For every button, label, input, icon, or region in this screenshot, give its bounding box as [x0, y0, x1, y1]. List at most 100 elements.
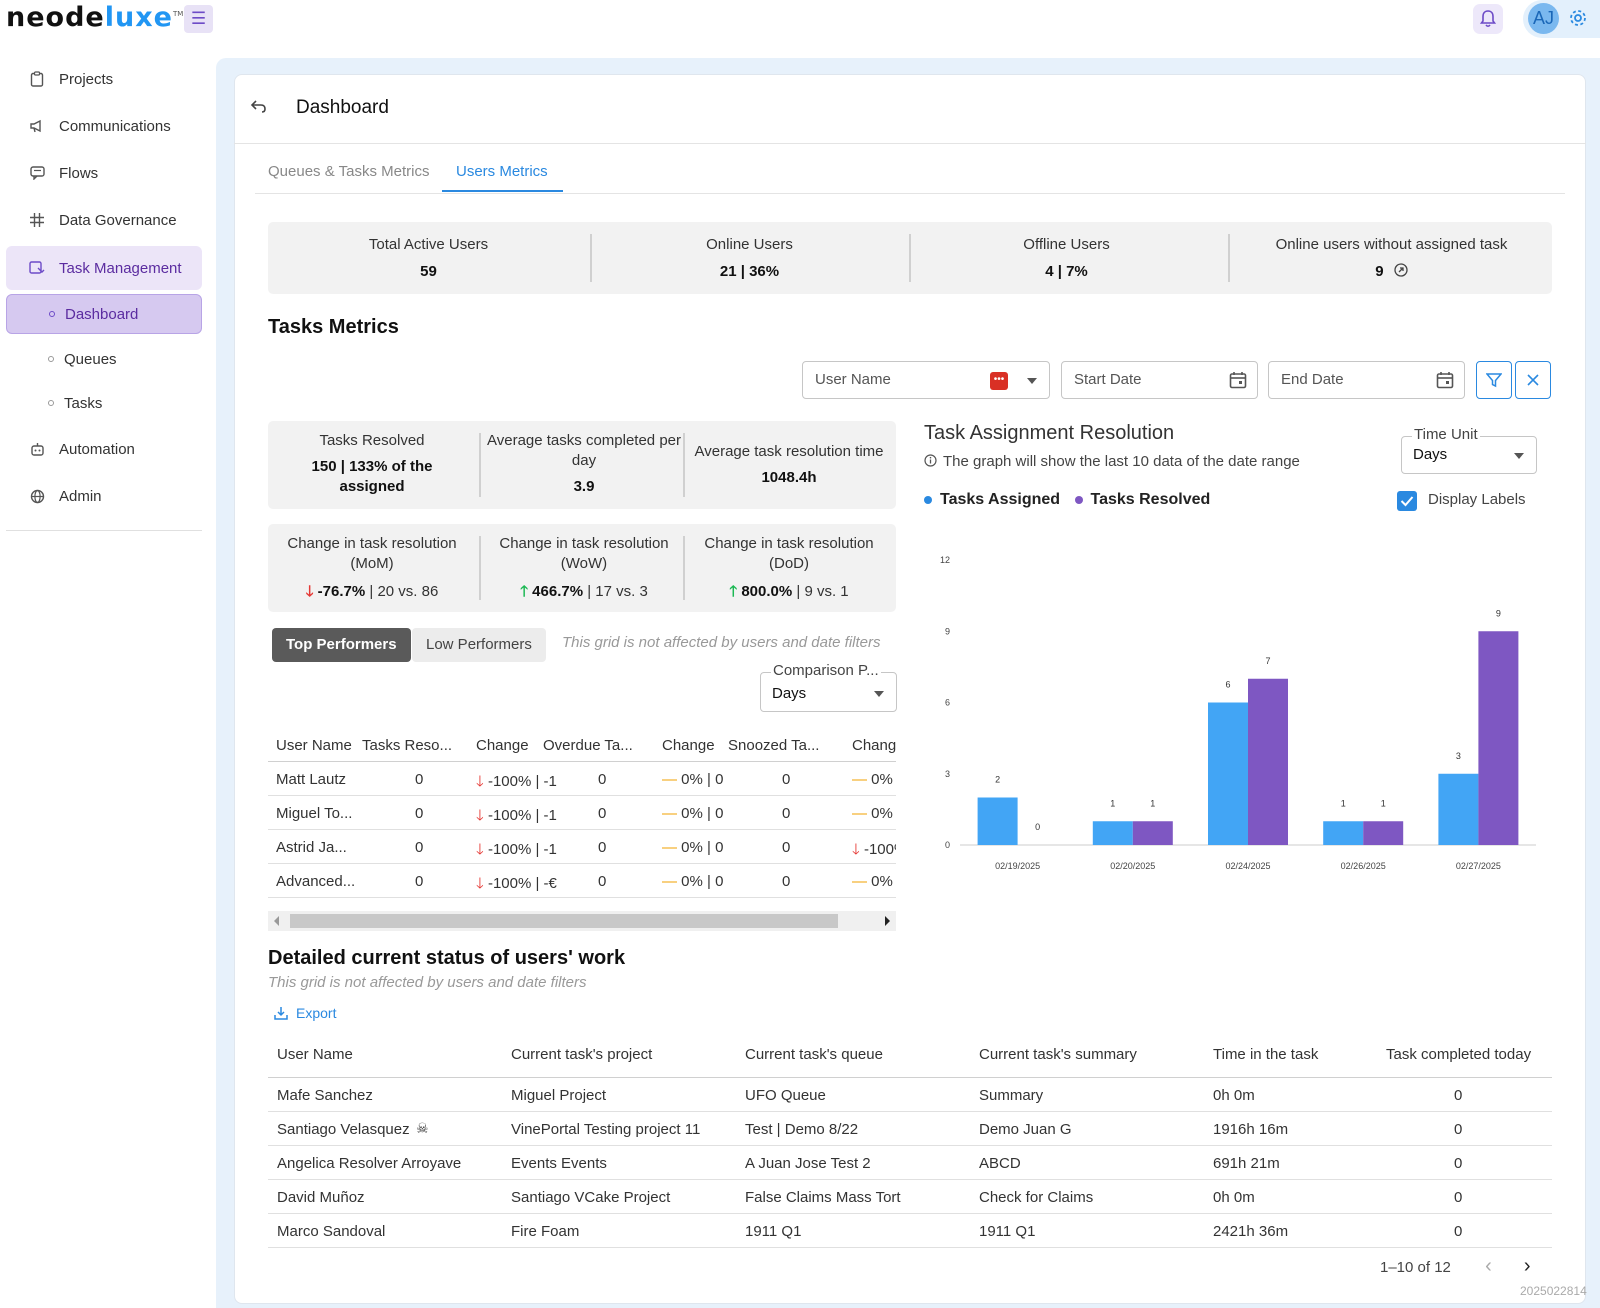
app-logo[interactable]: neodeluxeTM — [6, 2, 183, 33]
stat-divider — [1228, 234, 1230, 282]
sidebar-item-task-management[interactable]: Task Management — [6, 246, 202, 290]
bar-resolved — [1248, 678, 1288, 845]
column-header[interactable]: Overdue Ta... — [543, 737, 633, 754]
column-header[interactable]: Tasks Reso... — [362, 737, 453, 754]
sidebar-item-flows[interactable]: Flows — [6, 153, 202, 193]
tab-users-metrics[interactable]: Users Metrics — [456, 163, 548, 180]
change-value: -100% — [863, 841, 896, 858]
table-row[interactable]: Mafe Sanchez Miguel Project UFO Queue Summa… — [268, 1078, 1552, 1112]
back-icon[interactable] — [250, 98, 268, 114]
table-cell: 0 — [415, 839, 424, 856]
table-cell: — 0% | — [852, 873, 896, 890]
column-header[interactable]: User Name — [277, 1046, 353, 1063]
table-cell: 0 — [415, 771, 424, 788]
kpi-label-cont: day — [571, 452, 597, 469]
apply-filter-button[interactable] — [1476, 361, 1512, 399]
more-icon[interactable]: ••• — [990, 372, 1008, 390]
chevron-right-icon[interactable]: › — [1523, 1255, 1531, 1277]
top-performers-button[interactable]: Top Performers — [272, 628, 411, 662]
low-performers-button[interactable]: Low Performers — [412, 628, 546, 662]
table-row[interactable]: Matt Lautz 0 🡓 -100% | -1 0 — 0% | 0 0 — 0% | — [268, 762, 896, 796]
clear-filter-button[interactable] — [1515, 361, 1551, 399]
end-date-field[interactable]: End Date — [1268, 361, 1465, 399]
sidebar-item-admin[interactable]: Admin — [6, 476, 202, 516]
column-header[interactable]: Current task's project — [511, 1046, 653, 1063]
table-row[interactable]: Marco Sandoval Fire Foam 1911 Q1 1911 Q1 242… — [268, 1214, 1552, 1248]
change-divider — [479, 536, 481, 600]
data-label: 1 — [1341, 798, 1346, 808]
sidebar-subitem-queues[interactable]: Queues — [6, 339, 202, 379]
kpi-label: Average task resolution time — [694, 443, 884, 460]
avatar[interactable]: AJ — [1528, 3, 1559, 34]
table-row[interactable]: David Muñoz Santiago VCake Project False C… — [268, 1180, 1552, 1214]
change-value: 🡑 800.0% | 9 vs. 1 — [729, 583, 849, 600]
bell-icon — [1480, 10, 1496, 28]
open-link-icon[interactable] — [1394, 263, 1408, 277]
sidebar-item-communications[interactable]: Communications — [6, 106, 202, 146]
chart-title: Task Assignment Resolution — [924, 422, 1175, 444]
kpi-tasks-resolved: Tasks Resolved 150 | 133% of the assigne… — [268, 432, 476, 495]
stat-value: 59 — [420, 263, 437, 280]
table-row[interactable]: Astrid Ja... 0 🡓 -100% | -1 0 — 0% | 0 0 🡓 -10… — [268, 830, 896, 864]
sidebar-subitem-tasks[interactable]: Tasks — [6, 383, 202, 423]
column-header[interactable]: Change — [476, 737, 529, 754]
table-cell: 0 — [598, 873, 607, 890]
column-header[interactable]: Time in the task — [1213, 1046, 1319, 1063]
display-labels-checkbox[interactable] — [1397, 491, 1417, 511]
chevron-down-icon[interactable] — [1027, 378, 1037, 384]
change-value: 0% | 0 — [681, 771, 724, 788]
user-menu[interactable]: AJ — [1523, 0, 1600, 38]
column-header[interactable]: Chang — [852, 737, 896, 754]
grid-icon — [28, 211, 46, 229]
detail-title: Detailed current status of users' work — [268, 947, 626, 969]
column-header[interactable]: Current task's summary — [979, 1046, 1137, 1063]
scroll-right-icon[interactable] — [885, 916, 890, 926]
table-row[interactable]: Advanced... 0 🡓 -100% | -€ 0 — 0% | 0 0 — 0% | — [268, 864, 896, 898]
time-unit-select[interactable]: Time Unit Days — [1401, 426, 1537, 474]
table-row[interactable]: Miguel To... 0 🡓 -100% | -1 0 — 0% | 0 0 — 0% … — [268, 796, 896, 830]
menu-toggle-button[interactable]: ☰ — [184, 5, 213, 33]
table-row[interactable]: Angelica Resolver Arroyave Events Events A… — [268, 1146, 1552, 1180]
gear-icon[interactable] — [1568, 8, 1588, 28]
column-header[interactable]: Current task's queue — [745, 1046, 883, 1063]
data-label: 6 — [1225, 680, 1230, 690]
sidebar-item-label: Admin — [59, 487, 102, 505]
legend-label-resolved: Tasks Resolved — [1090, 491, 1211, 508]
change-compare: 17 vs. 3 — [595, 583, 648, 600]
table-cell: — 0% | 0 — [662, 839, 723, 856]
table-row[interactable]: Santiago Velasquez ☠ VinePortal Testing pr… — [268, 1112, 1552, 1146]
calendar-icon[interactable] — [1436, 371, 1454, 389]
sidebar-item-data-governance[interactable]: Data Governance — [6, 200, 202, 240]
filter-icon — [1486, 373, 1502, 388]
dash-icon: — — [662, 873, 682, 890]
notifications-button[interactable] — [1473, 4, 1503, 34]
stat-value: 4 | 7% — [1045, 263, 1088, 280]
column-header[interactable]: Task completed today — [1386, 1046, 1532, 1063]
change-label-cont: (DoD) — [769, 555, 809, 572]
table-cell: 🡓 -100% — [852, 839, 896, 864]
change-value: 🡓 -76.7% | 20 vs. 86 — [305, 583, 439, 600]
performers-grid-scrollbar[interactable] — [268, 911, 896, 931]
tab-queues-tasks-metrics[interactable]: Queues & Tasks Metrics — [268, 163, 430, 180]
arrow-down-icon: 🡓 — [476, 875, 488, 892]
sidebar-item-projects[interactable]: Projects — [6, 59, 202, 99]
column-header[interactable]: Snoozed Ta... — [728, 737, 820, 754]
column-header[interactable]: User Name — [276, 737, 352, 754]
comparison-period-select[interactable]: Comparison P... Days — [760, 662, 897, 712]
scroll-thumb[interactable] — [290, 914, 838, 928]
sidebar-subitem-dashboard[interactable]: Dashboard — [6, 294, 202, 334]
bar-assigned — [1438, 773, 1479, 845]
start-date-field[interactable]: Start Date — [1061, 361, 1258, 399]
table-cell: 🡓 -100% | -1 — [476, 771, 557, 796]
kpi-value: 3.9 — [573, 478, 595, 495]
sidebar-item-automation[interactable]: Automation — [6, 429, 202, 469]
scroll-left-icon[interactable] — [274, 916, 279, 926]
calendar-icon[interactable] — [1229, 371, 1247, 389]
chevron-left-icon[interactable]: ‹ — [1485, 1255, 1492, 1277]
y-tick-label: 12 — [940, 555, 950, 565]
legend-swatch-assigned — [924, 495, 932, 504]
column-header[interactable]: Change — [662, 737, 715, 754]
x-tick-label: 02/27/2025 — [1456, 861, 1501, 871]
user-name-select[interactable]: User Name ••• — [802, 361, 1050, 399]
export-button[interactable]: Export — [274, 1005, 336, 1021]
